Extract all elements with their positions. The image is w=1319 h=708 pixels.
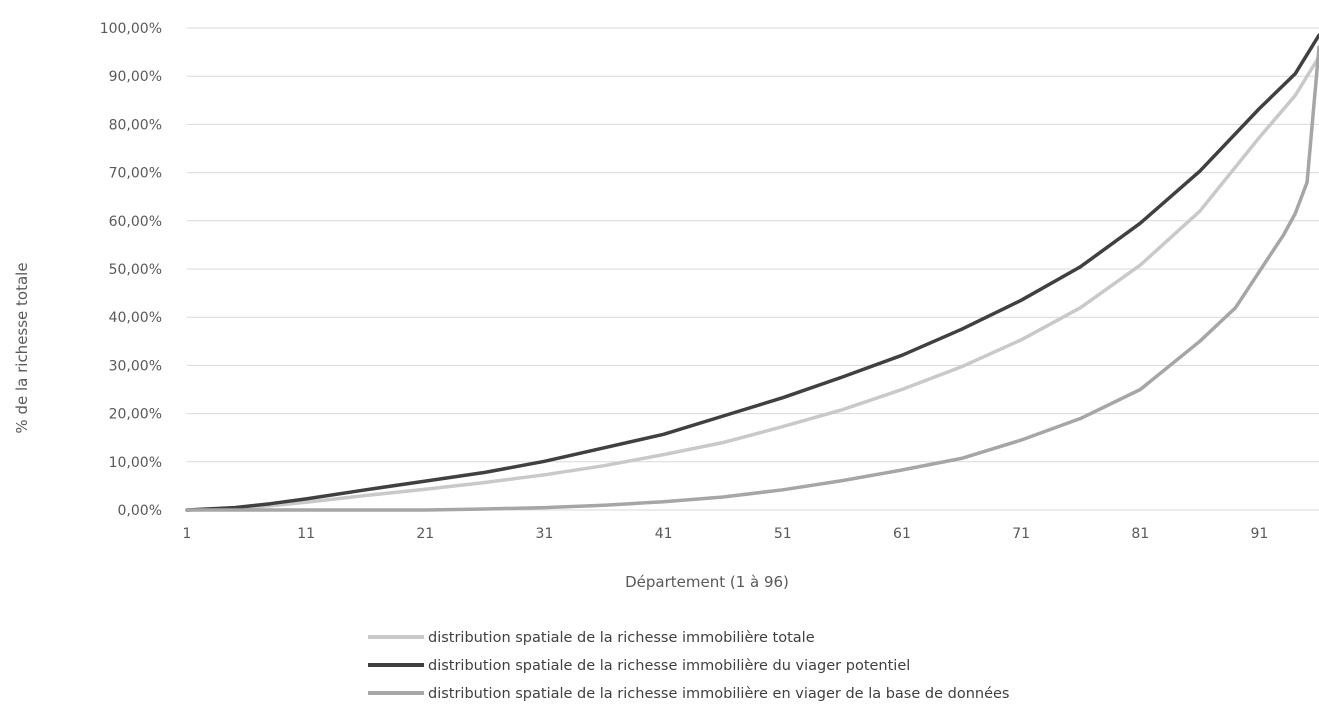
x-tick-label: 41	[655, 526, 673, 542]
x-tick-label: 1	[183, 526, 192, 542]
legend-label: distribution spatiale de la richesse imm…	[428, 686, 1009, 702]
series-line-3	[185, 45, 1319, 512]
y-tick-label: 60,00%	[109, 214, 162, 230]
series-line-1	[185, 55, 1319, 512]
x-tick-label: 81	[1131, 526, 1149, 542]
y-tick-label: 50,00%	[109, 262, 162, 278]
x-tick-label: 31	[536, 526, 554, 542]
x-tick-label: 91	[1251, 526, 1269, 542]
y-tick-label: 80,00%	[109, 117, 162, 133]
x-tick-label: 21	[416, 526, 434, 542]
x-tick-label: 11	[297, 526, 315, 542]
gridlines	[187, 27, 1319, 511]
y-tick-label: 0,00%	[118, 503, 162, 519]
legend: distribution spatiale de la richesse imm…	[368, 630, 1009, 702]
y-tick-label: 20,00%	[109, 407, 162, 423]
x-tick-label: 51	[774, 526, 792, 542]
legend-item: distribution spatiale de la richesse imm…	[368, 630, 815, 646]
legend-item: distribution spatiale de la richesse imm…	[368, 686, 1009, 702]
legend-label: distribution spatiale de la richesse imm…	[428, 658, 910, 674]
x-tick-label: 71	[1012, 526, 1030, 542]
y-tick-label: 90,00%	[109, 69, 162, 85]
y-tick-label: 40,00%	[109, 310, 162, 326]
y-tick-label: 100,00%	[100, 21, 162, 37]
x-axis-ticks: 1 11 21 31 41 51 61 71 81 91	[183, 526, 1269, 542]
y-tick-label: 10,00%	[109, 455, 162, 471]
y-axis-title: % de la richesse totale	[13, 262, 31, 433]
series-line-2	[185, 33, 1319, 512]
y-axis-ticks: 0,00% 10,00% 20,00% 30,00% 40,00% 50,00% 60,00…	[100, 21, 162, 519]
x-axis-title: Département (1 à 96)	[625, 573, 789, 591]
legend-label: distribution spatiale de la richesse imm…	[428, 630, 815, 646]
y-tick-label: 30,00%	[109, 358, 162, 374]
x-tick-label: 61	[893, 526, 911, 542]
legend-item: distribution spatiale de la richesse imm…	[368, 658, 910, 674]
series-lines	[185, 33, 1319, 512]
y-tick-label: 70,00%	[109, 166, 162, 182]
